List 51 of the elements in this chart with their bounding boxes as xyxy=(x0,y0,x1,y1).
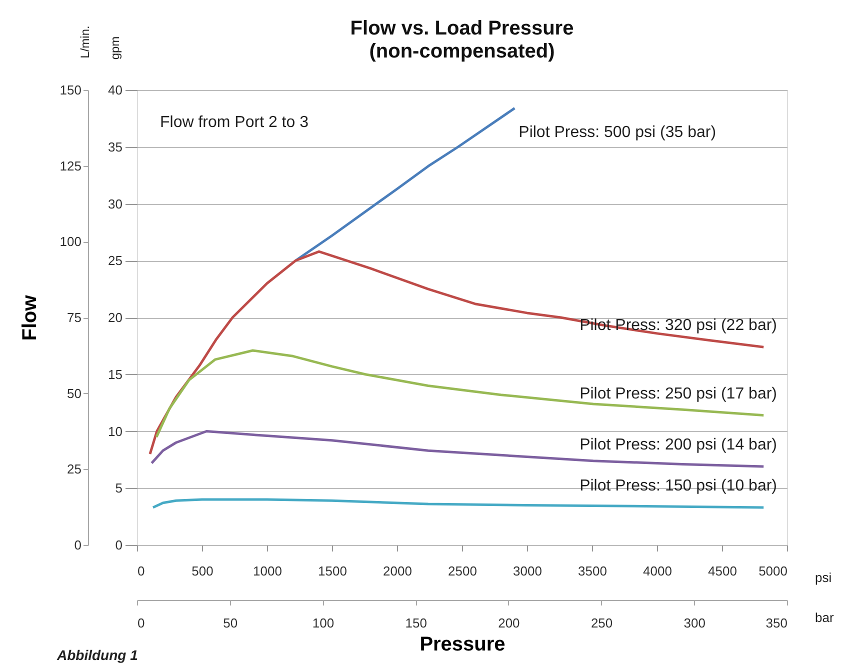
x-tick-label: 3000 xyxy=(513,564,542,578)
x2-tick-label: 200 xyxy=(498,616,520,630)
x2-tick-label: 100 xyxy=(312,616,334,630)
text: psi xyxy=(815,570,832,585)
y-tick-label: 20 xyxy=(108,310,122,325)
x2-tick-label: 0 xyxy=(138,616,145,630)
y-tick-label: 15 xyxy=(108,366,122,382)
y-tick-label: 25 xyxy=(108,253,122,268)
x-tick-label: 1000 xyxy=(253,564,282,578)
y2-tick-label: 25 xyxy=(67,462,82,477)
y-tick-label: 40 xyxy=(108,82,122,98)
x-tick-label: 0 xyxy=(138,564,145,578)
y-tick-label: 10 xyxy=(108,424,122,439)
text: gpm xyxy=(108,36,122,60)
y-tick-label: 0 xyxy=(115,538,122,552)
text: bar xyxy=(815,610,834,625)
x-tick-label: 4000 xyxy=(643,564,672,578)
chart-subtitle: (non-compensated) xyxy=(369,40,555,63)
x2-tick-label: 300 xyxy=(684,616,706,630)
annotation: Flow from Port 2 to 3 xyxy=(160,114,309,131)
y-tick-label: 30 xyxy=(108,196,122,212)
line-series xyxy=(152,498,765,509)
text: L/min. xyxy=(78,26,92,58)
y2-tick-label: 0 xyxy=(74,538,82,552)
line-series xyxy=(294,106,516,262)
x-tick-label: 4500 xyxy=(708,564,737,578)
x-tick-label: 500 xyxy=(192,564,214,578)
x-tick-label: 1500 xyxy=(318,564,347,578)
series-label: Pilot Press: 200 psi (14 bar) xyxy=(580,436,777,454)
x-axis-title: Pressure xyxy=(420,634,506,656)
x2-tick-label: 150 xyxy=(405,616,427,630)
text: Abbildung 1 xyxy=(56,647,138,663)
y2-tick-label: 125 xyxy=(60,158,82,174)
y-tick-label: 5 xyxy=(115,480,122,496)
x-tick-label: 2000 xyxy=(383,564,412,578)
x2-tick-label: 50 xyxy=(223,616,238,630)
y2-tick-label: 150 xyxy=(60,82,82,98)
x-tick-label: 5000 xyxy=(758,564,788,578)
series-label: Pilot Press: 150 psi (10 bar) xyxy=(580,477,777,494)
y2-axis-title: Flow xyxy=(18,294,41,341)
series-label: Pilot Press: 250 psi (17 bar) xyxy=(580,385,777,402)
chart-title: Flow vs. Load Pressure xyxy=(350,18,574,40)
series-label: Pilot Press: 500 psi (35 bar) xyxy=(518,124,716,142)
y2-tick-label: 50 xyxy=(67,386,82,401)
x2-tick-label: 350 xyxy=(766,616,788,630)
x2-tick-label: 250 xyxy=(590,616,613,630)
y2-tick-label: 100 xyxy=(60,234,82,250)
x-tick-label: 2500 xyxy=(448,564,477,578)
x-tick-label: 3500 xyxy=(578,564,607,578)
y2-tick-label: 75 xyxy=(67,310,82,325)
y-tick-label: 35 xyxy=(108,139,122,154)
